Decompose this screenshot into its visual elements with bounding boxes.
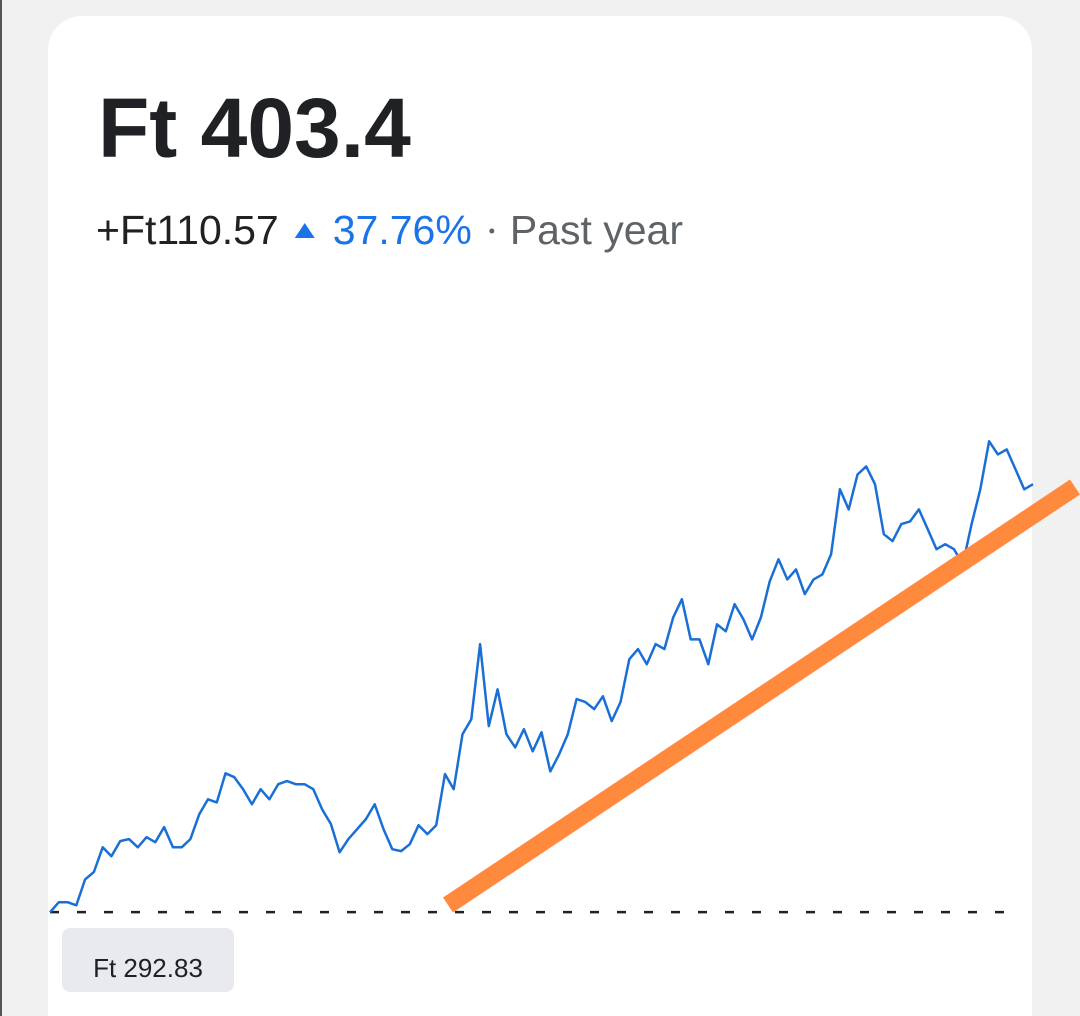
percent-change: 37.76% xyxy=(333,207,472,253)
price: Ft 403.4 xyxy=(98,81,411,175)
plot xyxy=(49,440,1034,914)
baseline-badge xyxy=(62,928,234,992)
separator xyxy=(489,228,495,234)
baseline-label: Ft 292.83 xyxy=(93,953,203,983)
card xyxy=(48,16,1032,1016)
up-arrow xyxy=(294,223,315,238)
price-line xyxy=(49,440,1034,914)
trend-annotation xyxy=(443,479,1080,913)
price-change: +Ft110.57 xyxy=(96,207,279,253)
period: Past year xyxy=(510,207,683,253)
window-edge xyxy=(0,0,2,1016)
